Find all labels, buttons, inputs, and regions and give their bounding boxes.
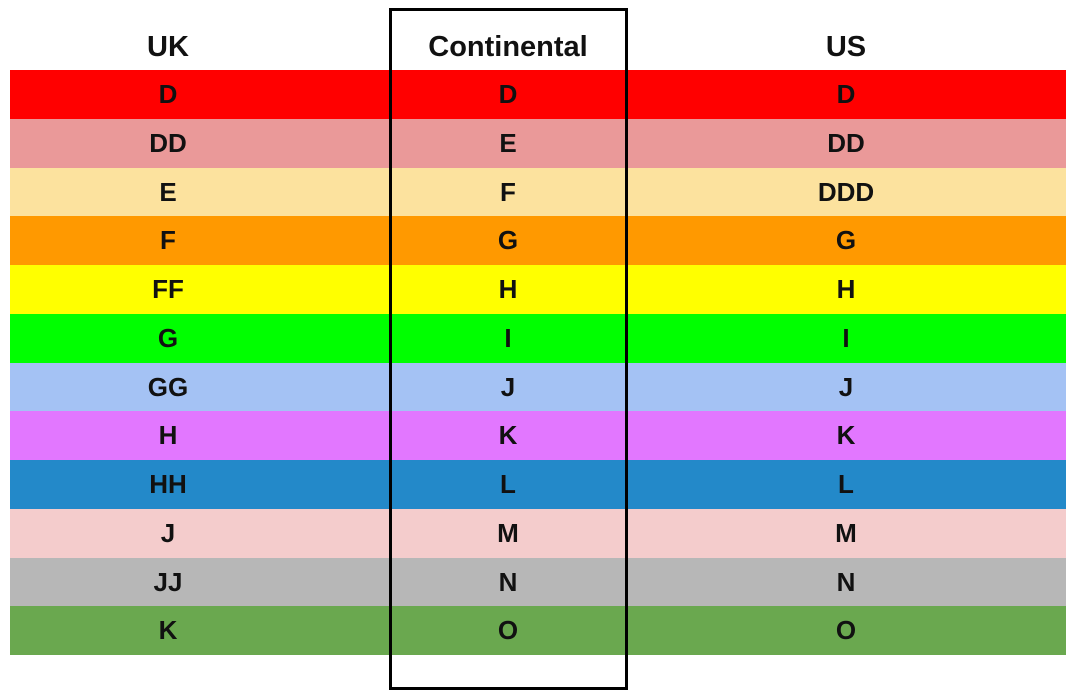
- table-cell: K: [158, 615, 178, 646]
- column-header: UK: [147, 31, 189, 63]
- column-header: US: [825, 31, 867, 63]
- table-row: FF H H: [10, 265, 1066, 314]
- table-row: JJ N N: [10, 557, 1066, 607]
- table-cell: O: [497, 615, 519, 646]
- table-cell: L: [838, 469, 854, 499]
- table-cell: J: [160, 517, 176, 548]
- table-cell: J: [838, 371, 854, 402]
- table-cell: O: [835, 615, 857, 646]
- table-cell: GG: [147, 371, 189, 402]
- table-cell: DD: [149, 127, 187, 158]
- table-cell: F: [160, 225, 176, 256]
- table-cell: FF: [152, 274, 184, 304]
- table-row: DD E DD: [10, 118, 1066, 168]
- table-cell: L: [500, 469, 516, 499]
- table-cell: G: [835, 225, 857, 256]
- table-cell: E: [499, 127, 517, 158]
- table-cell: G: [157, 322, 179, 353]
- table-cell: D: [836, 79, 856, 109]
- table-cell: H: [158, 420, 178, 451]
- table-cell: F: [500, 176, 516, 207]
- table-cell: DDD: [817, 176, 875, 207]
- table-row: E F DDD: [10, 167, 1066, 217]
- table-cell: D: [158, 79, 178, 109]
- table-cell: I: [504, 322, 512, 353]
- table-cell: N: [836, 566, 856, 597]
- table-cell: J: [500, 371, 516, 402]
- table-cell: M: [497, 517, 519, 548]
- table-cell: G: [497, 225, 519, 256]
- table-cell: D: [498, 79, 518, 109]
- column-header: Continental: [428, 31, 588, 63]
- table-cell: K: [498, 420, 518, 451]
- table-cell: E: [159, 176, 177, 207]
- table-cell: H: [498, 274, 518, 304]
- table-cell: H: [836, 274, 856, 304]
- column-highlight-box: [389, 8, 628, 690]
- table-cell: N: [498, 566, 518, 597]
- table-row: GG J J: [10, 362, 1066, 412]
- table-cell: HH: [149, 469, 187, 499]
- table-cell: I: [842, 322, 850, 353]
- table-cell: JJ: [153, 566, 183, 597]
- table-cell: DD: [827, 127, 865, 158]
- table-row: HH L L: [10, 460, 1066, 509]
- table-cell: M: [835, 517, 857, 548]
- table-cell: K: [836, 420, 856, 451]
